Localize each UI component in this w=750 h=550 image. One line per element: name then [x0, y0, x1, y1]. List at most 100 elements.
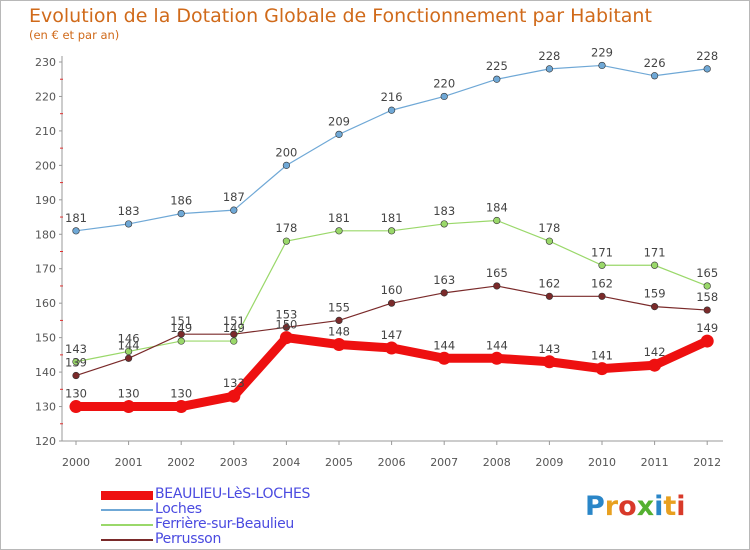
data-point[interactable] [122, 400, 136, 414]
data-point[interactable] [69, 400, 83, 414]
legend-label-beaulieu: BEAULIEU-LèS-LOCHES [155, 486, 311, 502]
y-tick-label: 130 [35, 401, 56, 414]
data-point[interactable] [648, 358, 662, 372]
series-layer [69, 61, 714, 414]
data-point[interactable] [493, 282, 501, 290]
data-label: 151 [170, 314, 192, 328]
proxiti-logo[interactable]: Proxiti [585, 491, 686, 522]
data-label: 183 [433, 204, 455, 218]
data-point[interactable] [490, 351, 504, 365]
x-tick-label: 2008 [483, 456, 511, 469]
logo-letter: x [636, 491, 655, 522]
data-point[interactable] [124, 354, 133, 362]
data-label: 181 [381, 211, 403, 225]
data-point[interactable] [282, 237, 291, 245]
y-tick-label: 170 [35, 263, 56, 276]
data-point[interactable] [230, 330, 238, 338]
data-label: 141 [591, 349, 613, 363]
data-point[interactable] [542, 355, 556, 369]
data-label: 153 [275, 307, 297, 321]
series-0 [69, 331, 714, 414]
legend-label-ferriere: Ferrière-sur-Beaulieu [155, 516, 294, 532]
data-point[interactable] [595, 362, 609, 376]
data-point[interactable] [385, 341, 399, 355]
legend-swatch-ferriere [101, 524, 153, 526]
x-tick-label: 2000 [62, 456, 90, 469]
data-point[interactable] [440, 289, 448, 297]
data-point[interactable] [177, 330, 185, 338]
chart-title: Evolution de la Dotation Globale de Fonc… [29, 5, 652, 27]
data-label: 143 [538, 342, 560, 356]
x-tick-label: 2004 [272, 456, 300, 469]
legend-swatch-loches [101, 509, 153, 511]
data-point[interactable] [545, 292, 554, 300]
data-point[interactable] [72, 227, 80, 235]
data-point[interactable] [388, 299, 396, 307]
data-point[interactable] [700, 334, 714, 348]
y-tick-label: 140 [35, 366, 56, 379]
data-label: 144 [118, 338, 140, 352]
y-tick-label: 200 [35, 159, 56, 172]
data-point[interactable] [703, 306, 711, 314]
data-point[interactable] [174, 400, 188, 414]
data-point[interactable] [493, 75, 501, 83]
data-point[interactable] [545, 65, 554, 73]
logo-letter: i [654, 491, 664, 522]
data-point[interactable] [650, 261, 659, 269]
data-point[interactable] [650, 72, 659, 80]
data-point[interactable] [440, 220, 448, 228]
data-label: 165 [486, 266, 508, 280]
data-point[interactable] [282, 161, 291, 169]
data-point[interactable] [335, 316, 343, 325]
legend-item-ferriere[interactable]: Ferrière-sur-Beaulieu [101, 516, 381, 533]
data-point[interactable] [388, 106, 396, 114]
legend-item-perrusson[interactable]: Perrusson [101, 531, 381, 548]
data-point[interactable] [388, 227, 396, 235]
data-point[interactable] [177, 210, 185, 218]
data-point[interactable] [279, 331, 293, 345]
data-label: 220 [433, 76, 455, 90]
data-point[interactable] [650, 303, 659, 311]
legend-label-loches: Loches [155, 501, 202, 517]
data-point[interactable] [545, 237, 554, 245]
data-label: 144 [486, 338, 508, 352]
logo-letter: r [604, 491, 619, 522]
logo-letter: P [585, 491, 605, 522]
series-2 [72, 216, 711, 366]
legend-item-beaulieu[interactable]: BEAULIEU-LèS-LOCHES [101, 486, 381, 503]
data-point[interactable] [124, 220, 133, 228]
x-tick-label: 2002 [167, 456, 195, 469]
data-label: 151 [223, 314, 245, 328]
data-label: 158 [696, 290, 718, 304]
data-point[interactable] [598, 61, 606, 70]
data-point[interactable] [230, 337, 238, 345]
data-point[interactable] [335, 130, 343, 138]
data-point[interactable] [227, 389, 241, 403]
y-tick-label: 230 [35, 56, 56, 69]
legend-item-loches[interactable]: Loches [101, 501, 381, 518]
data-point[interactable] [703, 65, 711, 73]
data-point[interactable] [332, 338, 346, 352]
data-label: 187 [223, 190, 245, 204]
x-tick-label: 2012 [693, 456, 721, 469]
data-point[interactable] [230, 206, 238, 214]
data-point[interactable] [598, 292, 606, 300]
data-label: 183 [118, 204, 140, 218]
x-tick-label: 2006 [378, 456, 406, 469]
data-label: 149 [223, 321, 245, 335]
data-point[interactable] [703, 282, 711, 290]
data-point[interactable] [335, 227, 343, 235]
data-point[interactable] [177, 337, 185, 345]
data-point[interactable] [282, 323, 291, 331]
data-point[interactable] [72, 371, 80, 380]
data-point[interactable] [493, 216, 501, 225]
data-point[interactable] [72, 358, 80, 366]
data-point[interactable] [437, 351, 451, 365]
data-label: 146 [118, 331, 140, 345]
data-label: 160 [381, 283, 403, 297]
data-point[interactable] [598, 261, 606, 269]
data-point[interactable] [440, 92, 448, 101]
data-label: 178 [275, 221, 297, 235]
y-tick-label: 190 [35, 194, 56, 207]
